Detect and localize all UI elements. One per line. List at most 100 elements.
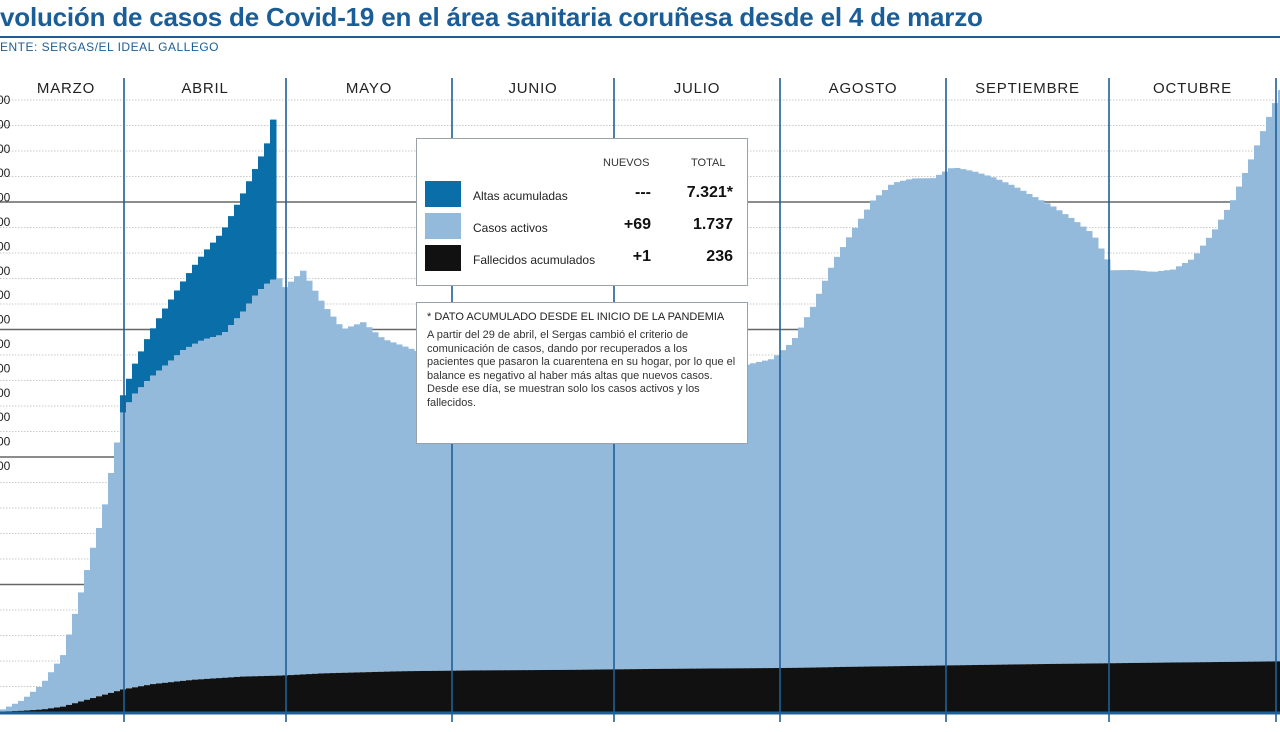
activos-bar [492,364,499,671]
activos-bar [816,293,823,668]
fallecidos-bar [780,667,787,712]
activos-bar [30,691,37,711]
fallecidos-bar [1254,661,1261,712]
activos-bar [516,366,523,671]
activos-bar [600,367,607,670]
activos-bar [804,317,811,668]
legend-row-fallecidos: Fallecidos acumulados +1 236 [417,245,747,273]
fallecidos-bar [774,668,781,712]
activos-bar [1140,270,1147,663]
y-tick-label: 00 [0,435,11,449]
fallecidos-bar [192,679,199,712]
activos-bar [408,348,415,672]
fallecidos-bar [690,668,697,712]
fallecidos-bar [1116,663,1123,712]
activos-bar [948,168,955,666]
activos-bar [48,672,55,709]
activos-bar [732,366,739,669]
altas-bar [156,318,163,371]
legend-label-activos: Casos activos [473,221,548,235]
activos-bar [1014,187,1021,665]
activos-bar [1104,259,1111,664]
activos-bar [750,363,757,669]
activos-bar [864,209,871,667]
fallecidos-bar [840,666,847,712]
activos-bar [420,353,427,671]
activos-bar [678,369,685,669]
activos-bar [1146,271,1153,663]
activos-bar [234,318,241,677]
activos-bar [1098,248,1105,664]
fallecidos-bar [78,701,85,712]
fallecidos-bar [378,671,385,712]
activos-bar [270,279,277,676]
fallecidos-bar [438,670,445,712]
activos-bar [540,367,547,671]
activos-bar [564,367,571,670]
fallecidos-bar [1242,661,1249,712]
activos-bar [552,367,559,670]
activos-bar [96,527,103,697]
activos-bar [468,362,475,671]
activos-bar [378,337,385,672]
fallecidos-bar [1158,662,1165,712]
fallecidos-bar [1248,661,1255,712]
fallecidos-bar [108,692,115,712]
activos-bar [714,367,721,669]
activos-bar [1002,182,1009,665]
fallecidos-bar [216,678,223,712]
fallecidos-bar [510,670,517,712]
fallecidos-bar [594,669,601,712]
fallecidos-bar [852,666,859,712]
y-tick-label: 00 [0,142,11,156]
fallecidos-bar [84,699,91,712]
activos-bar [1200,245,1207,663]
activos-bar [828,267,835,668]
fallecidos-bar [858,666,865,712]
activos-bar [702,368,709,669]
altas-bar [180,281,187,351]
altas-bar [132,363,139,394]
activos-bar [390,342,397,672]
activos-bar [582,367,589,670]
activos-bar [348,326,355,673]
activos-bar [666,370,673,669]
altas-bar [216,235,223,336]
altas-bar [228,216,235,326]
activos-bar [888,184,895,667]
legend-swatch-activos [425,213,461,239]
fallecidos-bar [624,669,631,712]
fallecidos-bar [678,668,685,712]
activos-bar [18,700,25,711]
fallecidos-bar [732,668,739,712]
legend-box: NUEVOS TOTAL Altas acumuladas --- 7.321*… [416,138,748,286]
fallecidos-bar [318,673,325,712]
fallecidos-bar [846,666,853,712]
fallecidos-bar [432,670,439,712]
fallecidos-bar [1032,664,1039,712]
fallecidos-bar [204,678,211,712]
fallecidos-bar [348,672,355,712]
activos-bar [6,706,13,712]
note-title: * DATO ACUMULADO DESDE EL INICIO DE LA P… [427,311,725,323]
fallecidos-bar [684,668,691,712]
activos-bar [246,303,253,677]
activos-bar [876,195,883,667]
altas-bar [234,204,241,319]
fallecidos-bar [972,665,979,712]
activos-bar [150,375,157,685]
fallecidos-bar [270,675,277,712]
y-tick-label: 00 [0,386,11,400]
fallecidos-bar [642,669,649,712]
activos-bar [978,173,985,665]
altas-bar [126,378,133,403]
fallecidos-bar [228,677,235,712]
fallecidos-bar [1122,663,1129,712]
activos-bar [1206,237,1213,663]
fallecidos-bar [258,676,265,712]
activos-bar [1038,200,1045,665]
activos-bar [588,367,595,670]
fallecidos-bar [36,709,43,712]
fallecidos-bar [804,667,811,712]
fallecidos-bar [1014,664,1021,712]
